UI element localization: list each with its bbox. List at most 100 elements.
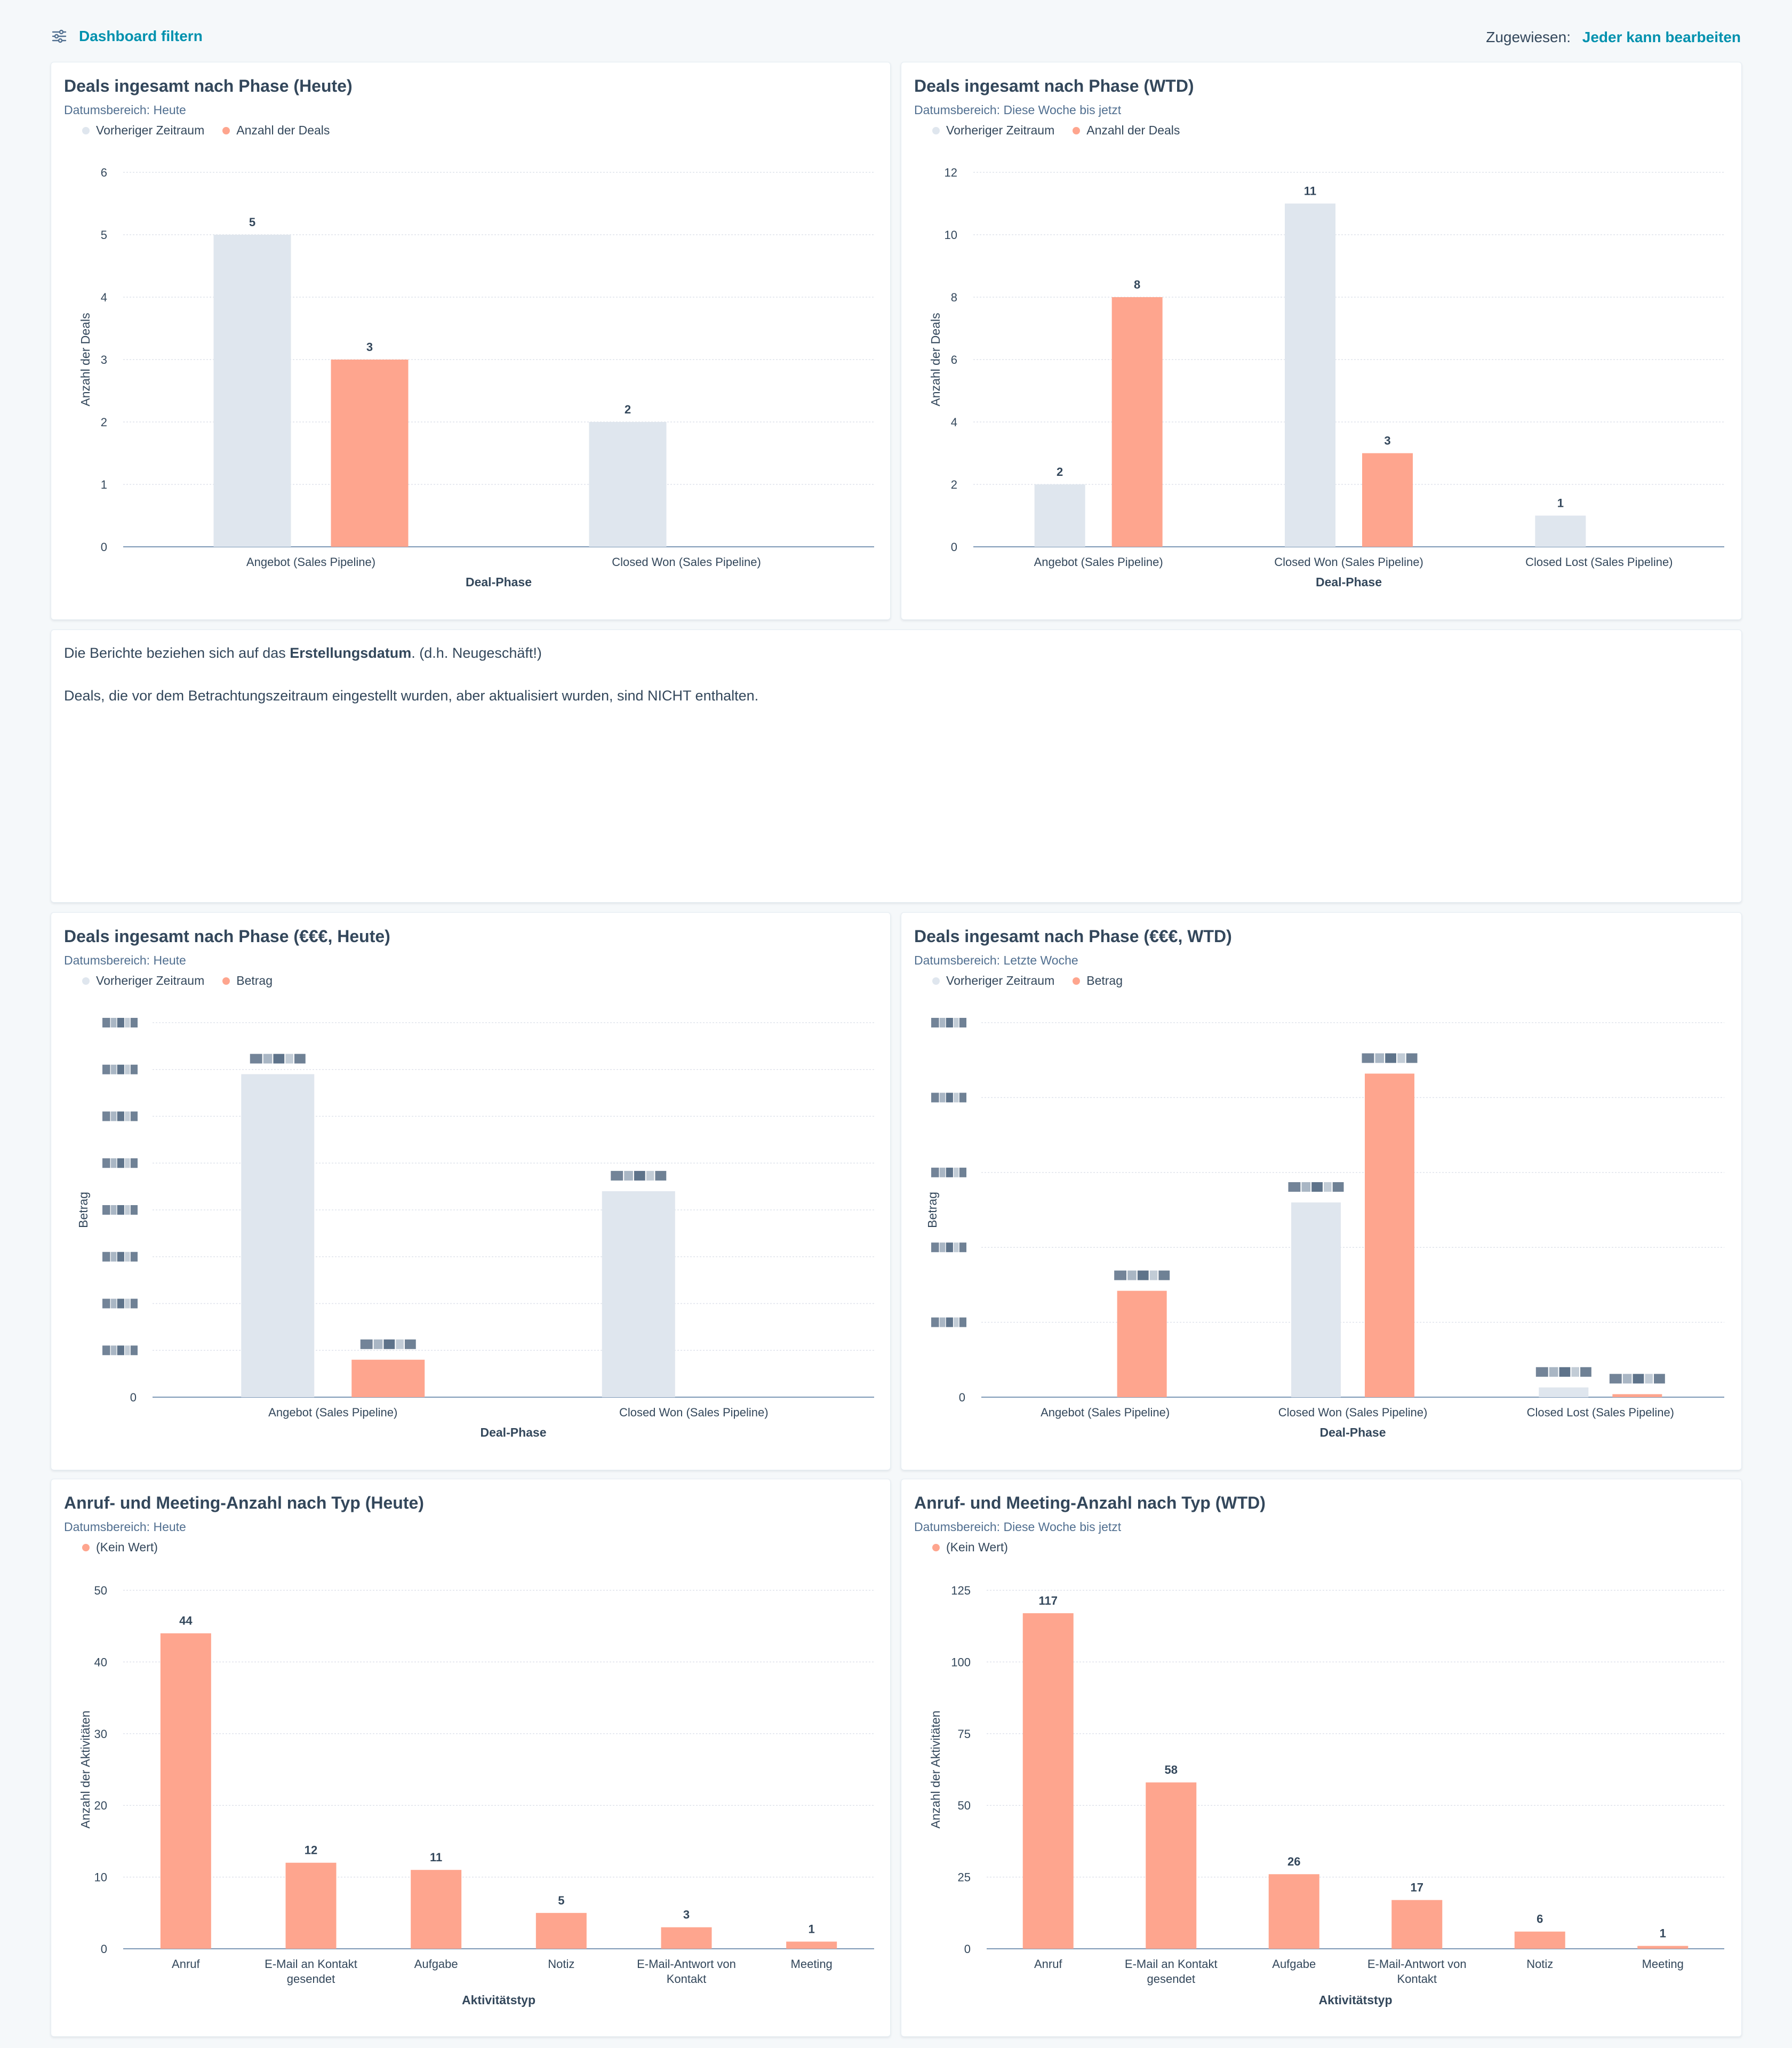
bar-value-label-blurred (360, 1339, 416, 1349)
legend-item[interactable]: Betrag (222, 974, 273, 988)
y-axis-title: Anzahl der Aktivitäten (78, 1710, 92, 1828)
x-tick-label: Meeting (791, 1957, 833, 1971)
dashboard-filter-button[interactable]: Dashboard filtern (51, 28, 203, 45)
legend-item[interactable]: (Kein Wert) (932, 1540, 1008, 1555)
blurred-value-pixel (130, 1205, 138, 1215)
blurred-value-pixel (931, 1093, 939, 1103)
bar-value-label-blurred (1288, 1182, 1344, 1192)
legend-item[interactable]: Anzahl der Deals (1073, 123, 1180, 138)
bar-value-label: 58 (1165, 1763, 1178, 1776)
x-tick-label: E-Mail-Antwort von Kontakt (637, 1957, 736, 1986)
blurred-value-pixel (946, 1018, 953, 1027)
blurred-value-pixel (125, 1205, 130, 1215)
report-title: Deals ingesamt nach Phase (Heute) (64, 76, 353, 95)
blurred-value-pixel (1535, 1367, 1548, 1377)
blurred-value-pixel (1633, 1374, 1644, 1384)
blurred-value-pixel (634, 1170, 645, 1181)
chart-legend: Vorheriger Zeitraum Betrag (82, 974, 273, 988)
legend-label: Anzahl der Deals (1086, 123, 1180, 137)
blurred-value-pixel (1654, 1374, 1665, 1384)
blurred-value-pixel (110, 1158, 117, 1168)
bar-value-label-blurred (250, 1054, 306, 1064)
date-range-label: Datumsbereich: (64, 953, 150, 967)
y-tick-label: 4 (101, 291, 107, 304)
x-tick-label: Closed Won (Sales Pipeline) (1278, 1406, 1428, 1419)
blurred-value-pixel (117, 1298, 124, 1309)
blurred-value-pixel (125, 1252, 130, 1262)
bar-current (535, 1912, 587, 1949)
y-tick-label: 3 (101, 353, 107, 366)
x-tick-label-line: gesendet (1147, 1972, 1195, 1986)
blurred-value-pixel (130, 1018, 138, 1027)
assigned-permission-link[interactable]: Jeder kann bearbeiten (1582, 29, 1741, 45)
bar-value-label: 1 (1660, 1927, 1666, 1940)
blurred-value-pixel (959, 1167, 966, 1177)
x-axis-title: Deal-Phase (466, 575, 532, 589)
x-tick-label: Aufgabe (414, 1957, 458, 1971)
note-line-1: Die Berichte beziehen sich auf das Erste… (64, 645, 542, 661)
blurred-value-pixel (946, 1093, 953, 1103)
legend-item[interactable]: (Kein Wert) (82, 1540, 158, 1555)
bar-value-label: 2 (625, 403, 631, 416)
y-tick-label: 6 (101, 166, 107, 179)
x-tick-label: Closed Won (Sales Pipeline) (612, 555, 761, 569)
note-line-2: Deals, die vor dem Betrachtungszeitraum … (64, 688, 759, 704)
blurred-value-pixel (954, 1242, 959, 1253)
bar-current (160, 1633, 211, 1949)
blurred-value-pixel (939, 1317, 946, 1327)
x-tick-label-line: Kontakt (667, 1972, 707, 1986)
bar-current (1362, 453, 1413, 547)
blurred-value-pixel (946, 1317, 953, 1327)
legend-dot-icon (82, 977, 90, 985)
blurred-value-pixel (1127, 1270, 1137, 1280)
y-tick-label: 0 (959, 1391, 965, 1404)
legend-item[interactable]: Anzahl der Deals (222, 123, 330, 138)
bar-previous (1285, 203, 1335, 547)
y-tick-label-blurred (102, 1018, 138, 1027)
bar-previous (241, 1074, 315, 1397)
y-tick-label: 10 (94, 1871, 107, 1884)
bar-current (411, 1870, 462, 1949)
date-range-label: Datumsbereich: (64, 103, 150, 117)
blurred-value-pixel (939, 1093, 946, 1103)
legend-item[interactable]: Vorheriger Zeitraum (82, 974, 204, 988)
blurred-value-pixel (1406, 1053, 1418, 1063)
bar-value-label: 5 (249, 216, 255, 229)
blurred-value-pixel (1559, 1367, 1571, 1377)
y-tick-label-blurred (102, 1298, 138, 1309)
bar-value-label: 11 (1304, 185, 1316, 198)
bar-value-label: 2 (1057, 465, 1063, 479)
legend-dot-icon (222, 126, 230, 134)
blurred-value-pixel (946, 1167, 953, 1177)
legend-label: (Kein Wert) (946, 1540, 1008, 1554)
blurred-value-pixel (110, 1064, 117, 1074)
blurred-value-pixel (624, 1170, 633, 1181)
legend-label: Betrag (1086, 974, 1123, 987)
blurred-value-pixel (273, 1054, 285, 1064)
y-tick-label-blurred (931, 1093, 966, 1103)
y-tick-label: 0 (101, 1942, 107, 1956)
date-range: Datumsbereich: Heute (64, 953, 186, 968)
blurred-value-pixel (102, 1252, 110, 1262)
blurred-value-pixel (117, 1158, 124, 1168)
blurred-value-pixel (1301, 1182, 1311, 1192)
date-range-label: Datumsbereich: (914, 953, 1001, 967)
blurred-value-pixel (954, 1167, 959, 1177)
y-tick-label: 50 (94, 1584, 107, 1597)
blurred-value-pixel (954, 1317, 959, 1327)
x-tick-label-line: E-Mail an Kontakt (265, 1957, 357, 1971)
bar-value-label-blurred (1609, 1374, 1665, 1384)
legend-item[interactable]: Vorheriger Zeitraum (82, 123, 204, 138)
bar-current (786, 1941, 837, 1949)
legend-item[interactable]: Betrag (1073, 974, 1123, 988)
chart-legend: Vorheriger Zeitraum Anzahl der Deals (932, 123, 1180, 138)
blurred-value-pixel (655, 1170, 667, 1181)
bar-current (1146, 1782, 1197, 1949)
y-axis-title: Anzahl der Deals (78, 313, 92, 406)
note-bold-term: Erstellungsdatum (290, 645, 412, 661)
legend-item[interactable]: Vorheriger Zeitraum (932, 123, 1054, 138)
dashboard-filter-label: Dashboard filtern (79, 28, 203, 44)
bar-current (661, 1927, 712, 1949)
legend-item[interactable]: Vorheriger Zeitraum (932, 974, 1054, 988)
blurred-value-pixel (250, 1054, 262, 1064)
